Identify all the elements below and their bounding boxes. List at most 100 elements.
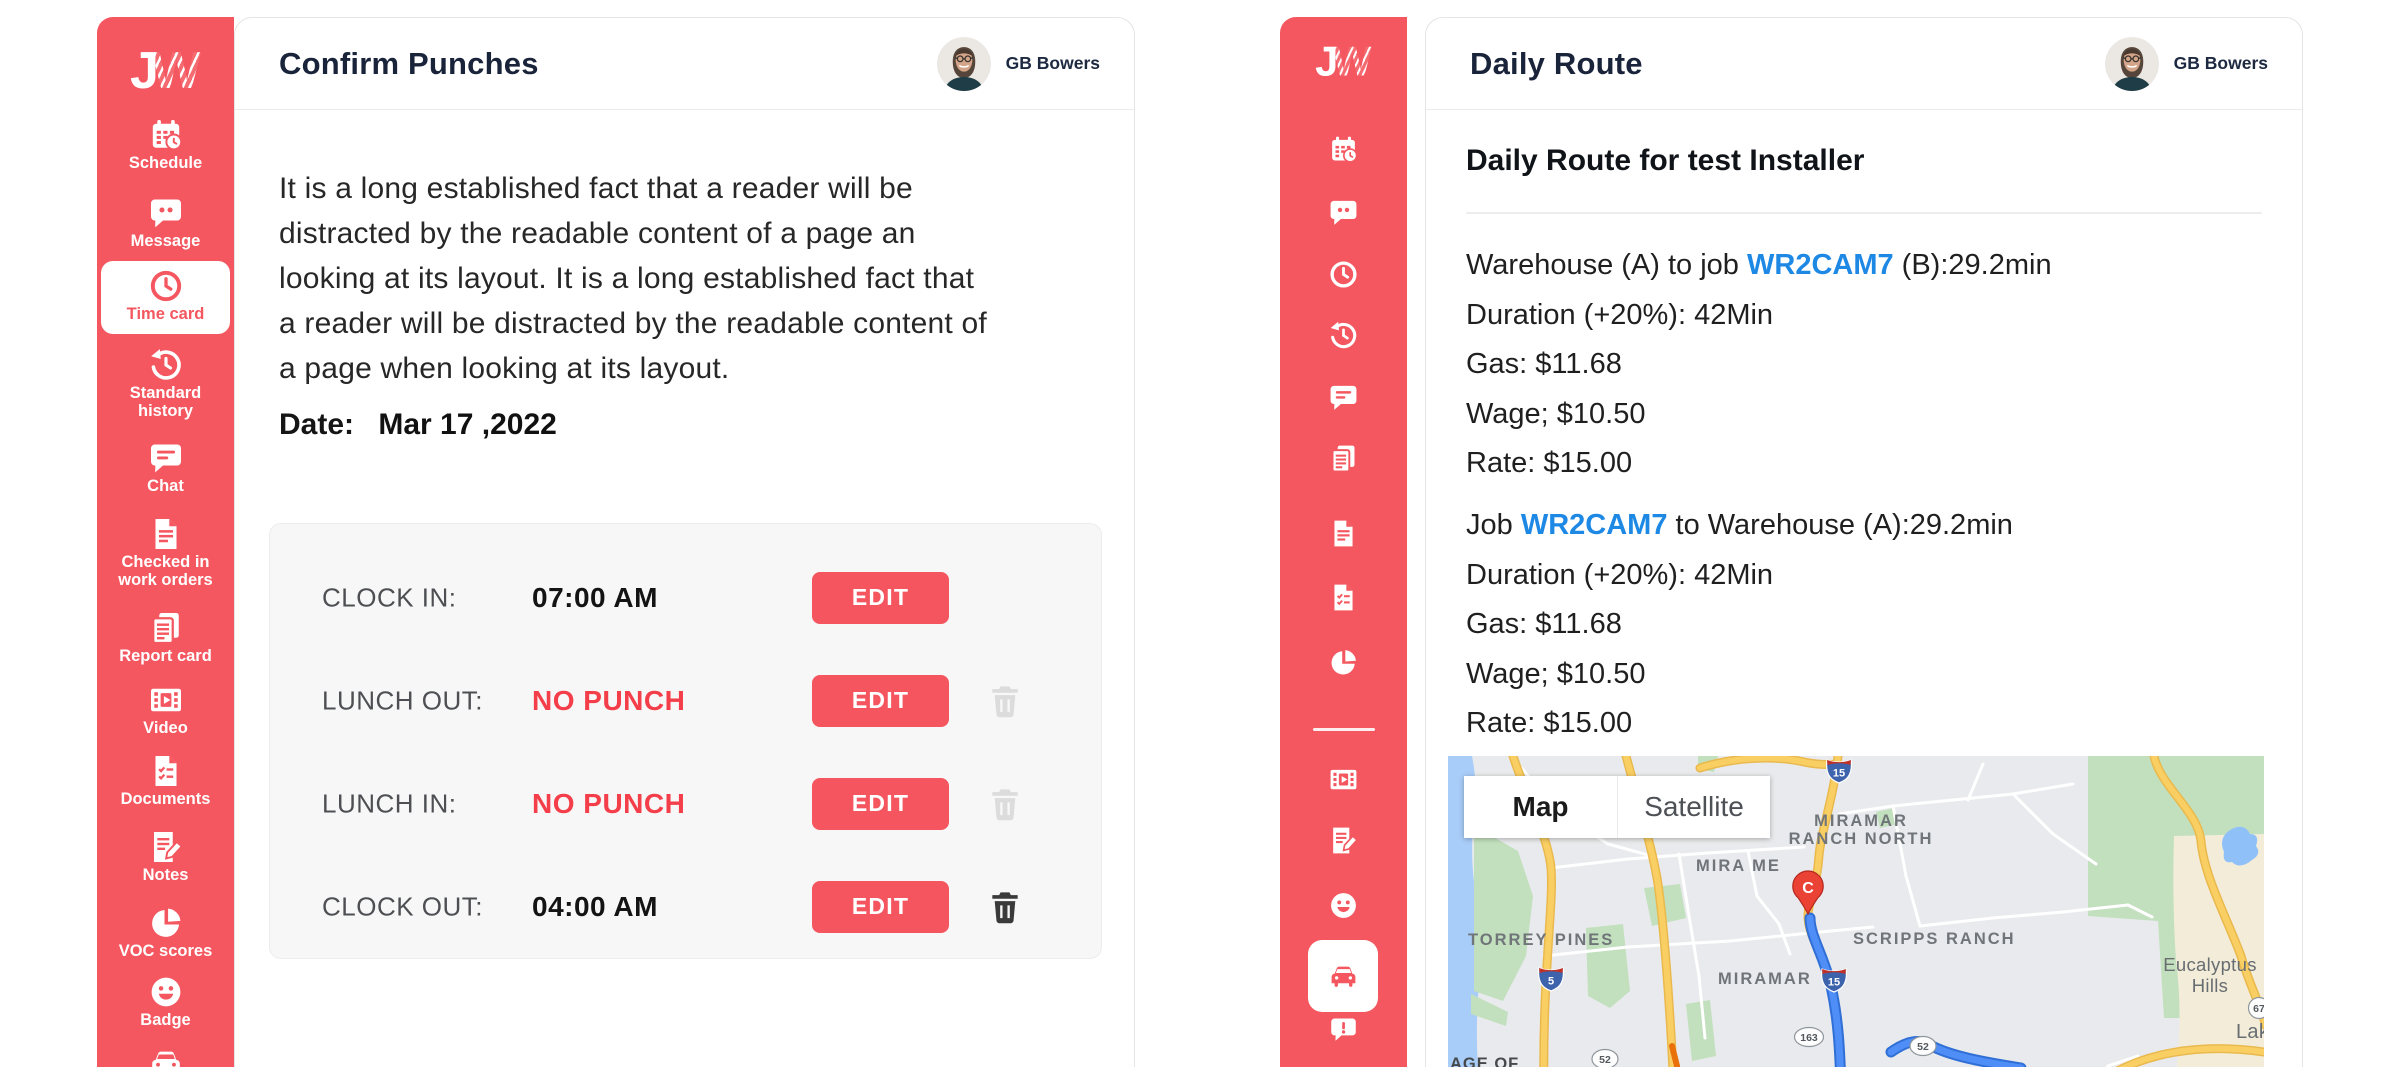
jw-logo: JW bbox=[97, 45, 234, 97]
route-detail: Rate: $15.00 bbox=[1466, 447, 1633, 479]
svg-text:52: 52 bbox=[1917, 1041, 1929, 1053]
edit-button[interactable]: EDIT bbox=[812, 674, 949, 727]
route-heading: Daily Route for test Installer bbox=[1466, 144, 1865, 177]
video-icon bbox=[1328, 764, 1359, 795]
sidebar-icon-standard-history[interactable] bbox=[1280, 320, 1407, 351]
sidebar-item-label: Report card bbox=[119, 647, 212, 665]
sidebar-item-time-card[interactable]: Time card bbox=[101, 261, 230, 334]
avatar bbox=[937, 37, 991, 91]
punch-card: CLOCK IN: 07:00 AM EDIT LUNCH OUT: NO PU… bbox=[269, 523, 1102, 959]
jw-logo-w: W bbox=[151, 42, 201, 100]
report-card-icon bbox=[1328, 443, 1359, 474]
avatar-image bbox=[2105, 37, 2159, 91]
page-title: Daily Route bbox=[1470, 45, 1643, 81]
map-type-controls: Map Satellite bbox=[1464, 776, 1770, 838]
right-sidebar: JW bbox=[1280, 17, 1407, 1067]
map-label-village-partial: AGE OF bbox=[1450, 1055, 1520, 1067]
sidebar-item-label: Chat bbox=[147, 477, 184, 495]
route-detail: Duration (+20%): 42Min bbox=[1466, 298, 1774, 331]
sidebar-item-notes[interactable]: Notes bbox=[97, 829, 234, 885]
message-icon bbox=[1328, 197, 1359, 228]
sidebar-icon-message[interactable] bbox=[1280, 197, 1407, 228]
sidebar-icon-alert[interactable] bbox=[1280, 1014, 1407, 1045]
documents-checklist-icon bbox=[148, 753, 184, 789]
avatar bbox=[2105, 37, 2159, 91]
timecard-clock-icon bbox=[148, 268, 184, 304]
interstate-15-shield: 15 bbox=[1820, 968, 1848, 993]
daily-route-panel: Daily Route GB Bowers Daily Route for te… bbox=[1425, 17, 2303, 1067]
sidebar-icon-badge[interactable] bbox=[1280, 890, 1407, 921]
heading-divider bbox=[1466, 212, 2262, 214]
user-chip[interactable]: GB Bowers bbox=[2105, 37, 2268, 91]
route-detail: Gas: $11.68 bbox=[1466, 348, 1622, 380]
left-sidebar: JW Schedule Message Time card Standard h… bbox=[97, 17, 234, 1067]
sidebar-item-label: Schedule bbox=[128, 154, 203, 172]
route-leg-1: Warehouse (A) to job WR2CAM7 (B):29.2min… bbox=[1466, 241, 2052, 489]
job-link[interactable]: WR2CAM7 bbox=[1747, 249, 1894, 281]
map-label-eucalyptus-hills: Eucalyptus Hills bbox=[2163, 954, 2257, 996]
jw-logo-j: J bbox=[129, 42, 159, 100]
alert-bubble-icon bbox=[1328, 1014, 1359, 1045]
edit-button[interactable]: EDIT bbox=[812, 571, 949, 624]
punch-value: NO PUNCH bbox=[532, 684, 686, 716]
route-text: Warehouse (A) to job bbox=[1466, 249, 1747, 281]
sidebar-item-documents[interactable]: Documents bbox=[97, 753, 234, 809]
sidebar-item-badge[interactable]: Badge bbox=[97, 974, 234, 1030]
job-link[interactable]: WR2CAM7 bbox=[1520, 509, 1668, 541]
sidebar-item-message[interactable]: Message bbox=[97, 195, 234, 251]
map-view-button[interactable]: Map bbox=[1464, 776, 1617, 838]
daily-route-car-icon bbox=[1328, 961, 1359, 992]
sidebar-icon-chat[interactable] bbox=[1280, 382, 1407, 413]
sidebar-item-daily-route[interactable]: Daily Route bbox=[97, 1045, 234, 1067]
sidebar-icon-video[interactable] bbox=[1280, 764, 1407, 795]
sidebar-item-standard-history[interactable]: Standard history bbox=[97, 347, 234, 420]
timecard-clock-icon bbox=[1328, 259, 1359, 290]
sidebar-icon-time-card[interactable] bbox=[1280, 259, 1407, 290]
map-label-torrey-pines: TORREY PINES bbox=[1468, 931, 1615, 949]
route-map[interactable]: 15 5 15 163 bbox=[1448, 756, 2264, 1067]
sidebar-icon-documents[interactable] bbox=[1280, 582, 1407, 613]
sidebar-item-chat[interactable]: Chat bbox=[97, 440, 234, 496]
map-marker-c[interactable]: C bbox=[1792, 870, 1824, 916]
svg-text:163: 163 bbox=[1800, 1032, 1818, 1044]
route-leg-line: Job WR2CAM7 to Warehouse (A):29.2min bbox=[1466, 501, 2013, 551]
history-clock-icon bbox=[148, 347, 184, 383]
sidebar-item-report-card[interactable]: Report card bbox=[97, 610, 234, 666]
sidebar-item-schedule[interactable]: Schedule bbox=[97, 117, 234, 173]
sidebar-icon-schedule[interactable] bbox=[1280, 134, 1407, 165]
date-value: Mar 17 ,2022 bbox=[378, 408, 557, 441]
svg-text:15: 15 bbox=[1833, 768, 1845, 780]
sidebar-item-label: VOC scores bbox=[118, 942, 213, 960]
route-leg-2: Job WR2CAM7 to Warehouse (A):29.2min Dur… bbox=[1466, 501, 2013, 749]
trash-icon[interactable] bbox=[986, 888, 1024, 926]
sidebar-icon-checked-in-work-orders[interactable] bbox=[1280, 518, 1407, 549]
punch-row-lunch-out: LUNCH OUT: NO PUNCH EDIT bbox=[270, 649, 1101, 752]
chat-icon bbox=[1328, 382, 1359, 413]
sidebar-icon-report-card[interactable] bbox=[1280, 443, 1407, 474]
sidebar-item-label: Documents bbox=[120, 790, 211, 808]
sidebar-item-video[interactable]: Video bbox=[97, 682, 234, 738]
route-text: (B):29.2min bbox=[1893, 249, 2052, 281]
sidebar-icon-notes[interactable] bbox=[1280, 825, 1407, 856]
edit-button[interactable]: EDIT bbox=[812, 880, 949, 933]
sidebar-item-voc-scores[interactable]: VOC scores bbox=[97, 905, 234, 961]
report-card-icon bbox=[148, 610, 184, 646]
sidebar-item-label: Video bbox=[143, 719, 188, 737]
sidebar-icon-daily-route[interactable] bbox=[1308, 940, 1378, 1012]
sidebar-item-label: Standard history bbox=[129, 384, 202, 420]
user-chip[interactable]: GB Bowers bbox=[937, 37, 1100, 91]
sidebar-item-checked-in-work-orders[interactable]: Checked in work orders bbox=[97, 516, 234, 589]
user-name: GB Bowers bbox=[1005, 53, 1100, 73]
punch-label: CLOCK OUT: bbox=[322, 891, 484, 921]
map-terrain bbox=[2173, 834, 2264, 1067]
map-canvas: 15 5 15 163 bbox=[1448, 756, 2264, 1067]
voc-pie-icon bbox=[148, 905, 184, 941]
satellite-view-button[interactable]: Satellite bbox=[1617, 776, 1770, 838]
badge-smiley-icon bbox=[1328, 890, 1359, 921]
svg-text:15: 15 bbox=[1828, 977, 1840, 989]
sidebar-icon-voc-scores[interactable] bbox=[1280, 647, 1407, 678]
edit-button[interactable]: EDIT bbox=[812, 777, 949, 830]
trash-icon bbox=[986, 785, 1024, 823]
map-label-miramar: MIRAMAR bbox=[1718, 970, 1812, 988]
jw-logo-j: J bbox=[1315, 38, 1338, 85]
